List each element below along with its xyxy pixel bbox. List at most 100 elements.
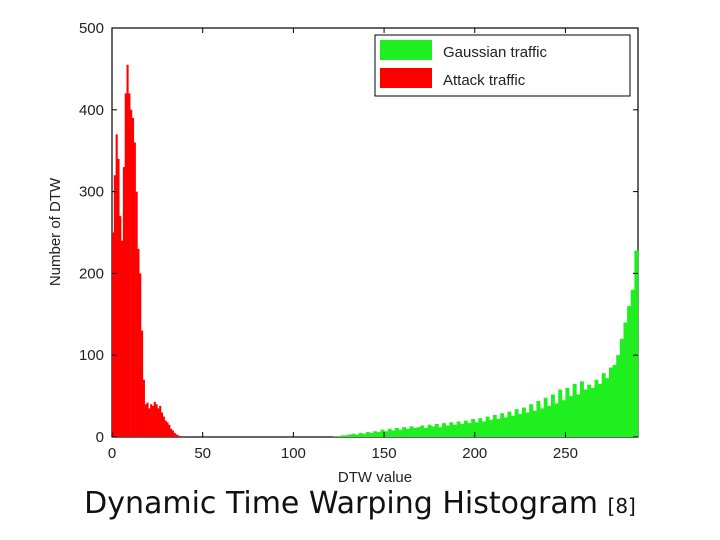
x-tick-label: 200 <box>462 445 487 462</box>
gaussian-bar <box>456 421 461 437</box>
gaussian-bar <box>616 355 621 437</box>
attack-bar <box>171 430 174 437</box>
attack-bar <box>119 216 122 437</box>
legend: Gaussian traffic Attack traffic <box>374 34 631 97</box>
gaussian-bar <box>572 383 577 437</box>
y-tick-label: 300 <box>79 184 104 201</box>
attack-bar <box>130 109 133 438</box>
gaussian-bar <box>521 407 526 437</box>
gaussian-bar <box>608 367 613 437</box>
x-tick-label: 0 <box>108 445 116 462</box>
caption-reference: [8] <box>607 494 636 518</box>
attack-bar <box>135 191 138 437</box>
attack-bar <box>128 93 131 437</box>
gaussian-bar <box>431 426 436 437</box>
y-tick-label: 500 <box>79 20 104 37</box>
y-tick-label: 100 <box>79 347 104 364</box>
attack-bar <box>153 401 156 437</box>
gaussian-bar <box>485 416 490 437</box>
gaussian-bar <box>561 400 566 437</box>
gaussian-bar <box>344 435 349 437</box>
caption-title: Dynamic Time Warping Histogram <box>84 486 598 521</box>
gaussian-bar <box>583 389 588 437</box>
gaussian-bar <box>587 384 592 437</box>
gaussian-bar <box>507 411 512 437</box>
attack-bar <box>179 436 182 437</box>
attack-bar <box>141 330 144 437</box>
attack-bar <box>170 428 173 437</box>
gaussian-bar <box>355 434 359 437</box>
gaussian-bar <box>405 428 410 437</box>
attack-bar <box>142 379 145 437</box>
gaussian-bar <box>478 418 483 437</box>
gaussian-bar <box>565 387 570 437</box>
gaussian-bar <box>511 415 515 437</box>
gaussian-bar <box>362 433 367 437</box>
attack-bar <box>137 248 140 437</box>
gaussian-bar <box>427 424 432 437</box>
attack-bar <box>122 167 125 437</box>
attack-bar <box>160 412 164 437</box>
y-tick-label: 0 <box>96 429 104 446</box>
gaussian-bar <box>536 401 541 437</box>
x-tick-label: 150 <box>372 445 397 462</box>
gaussian-bar <box>514 409 519 437</box>
gaussian-bar <box>413 428 418 437</box>
attack-bar <box>139 273 142 437</box>
gaussian-bar <box>365 432 370 437</box>
legend-label-attack: Attack traffic <box>443 72 526 89</box>
attack-bar <box>155 404 158 437</box>
attack-bar <box>177 435 180 437</box>
gaussian-bar <box>634 250 639 437</box>
gaussian-bar <box>333 436 338 437</box>
gaussian-bar <box>373 431 378 437</box>
gaussian-bar <box>558 389 563 437</box>
gaussian-bar <box>627 306 632 437</box>
gaussian-bar <box>503 417 508 437</box>
attack-bar <box>150 404 153 437</box>
gaussian-bar <box>605 378 610 437</box>
gaussian-bar <box>532 410 537 437</box>
gaussian-bar <box>492 414 497 437</box>
gaussian-bar <box>340 435 345 437</box>
gaussian-bar <box>579 381 584 437</box>
x-tick-label: 100 <box>281 445 306 462</box>
gaussian-bar <box>601 373 606 437</box>
legend-swatch-attack <box>380 68 432 88</box>
gaussian-bar <box>445 425 450 437</box>
gaussian-bar <box>569 396 574 437</box>
gaussian-bar <box>576 394 581 437</box>
gaussian-bar <box>496 419 501 437</box>
gaussian-bar <box>467 423 472 437</box>
gaussian-bar <box>387 428 392 437</box>
gaussian-bar <box>518 414 523 437</box>
attack-bar <box>113 175 116 438</box>
y-tick-label: 200 <box>79 265 104 282</box>
x-tick-label: 250 <box>553 445 578 462</box>
attack-bar <box>166 422 169 437</box>
attack-bar <box>162 416 165 437</box>
gaussian-bar <box>489 419 494 437</box>
x-tick-label: 50 <box>194 445 211 462</box>
attack-bar <box>168 424 171 437</box>
gaussian-bar <box>590 387 595 437</box>
gaussian-bar <box>434 423 439 437</box>
gaussian-bar <box>525 412 530 437</box>
attack-bar <box>115 134 118 437</box>
gaussian-bar <box>630 289 635 437</box>
gaussian-bar <box>416 427 421 437</box>
attack-bar <box>148 408 151 437</box>
gaussian-bar <box>619 338 624 437</box>
gaussian-bar <box>547 405 552 437</box>
attack-bar <box>131 117 135 437</box>
gaussian-bar <box>550 394 555 437</box>
gaussian-bar <box>358 432 363 437</box>
axis-ticks: 0 50 100 150 200 250 0 100 200 300 400 500 <box>79 20 638 462</box>
attack-bar <box>157 408 160 437</box>
gaussian-bar <box>347 434 352 437</box>
attack-bar <box>112 232 115 437</box>
gaussian-bar <box>384 431 388 437</box>
gaussian-bar <box>612 365 617 437</box>
gaussian-bar <box>594 379 599 437</box>
y-tick-label: 400 <box>79 102 104 119</box>
